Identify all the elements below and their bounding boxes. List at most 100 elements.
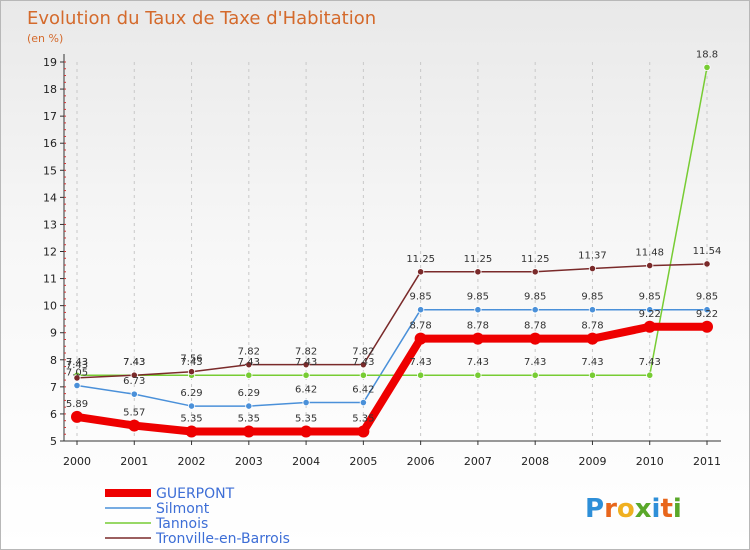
y-tick-label: 13	[43, 218, 57, 231]
data-label: 7.56	[180, 354, 202, 365]
data-point	[417, 306, 425, 314]
data-point	[130, 371, 138, 379]
x-tick-label: 2006	[407, 455, 435, 468]
data-point	[646, 261, 654, 270]
data-label: 11.37	[578, 251, 607, 262]
data-label: 11.25	[521, 254, 550, 265]
data-label: 8.78	[410, 321, 432, 332]
data-point	[529, 332, 542, 345]
data-point	[531, 371, 539, 379]
data-point	[588, 306, 597, 314]
data-label: 8.78	[467, 321, 489, 332]
data-label: 7.43	[66, 360, 88, 371]
data-point	[701, 320, 713, 333]
data-point	[531, 268, 539, 276]
data-label: 7.43	[123, 357, 145, 368]
data-point	[302, 398, 310, 407]
data-point	[417, 371, 425, 379]
data-label: 6.29	[180, 388, 202, 399]
data-point	[359, 371, 367, 379]
x-tick-label: 2004	[292, 455, 320, 468]
logo-letter: t	[660, 494, 672, 524]
data-point	[414, 332, 427, 345]
chart-subtitle: (en %)	[27, 32, 63, 45]
data-label: 6.42	[352, 385, 374, 396]
data-label: 8.78	[581, 321, 603, 332]
data-point	[185, 425, 198, 438]
data-point	[245, 361, 253, 369]
data-point	[703, 306, 711, 314]
data-label: 7.82	[352, 347, 374, 358]
data-label: 7.43	[581, 357, 603, 368]
x-tick-label: 2002	[178, 455, 206, 468]
y-tick-label: 8	[50, 354, 57, 367]
data-label: 9.85	[410, 292, 432, 303]
data-label: 7.43	[123, 357, 145, 368]
legend-label: Silmont	[156, 501, 210, 517]
logo-letter: x	[635, 494, 652, 524]
data-label: 6.29	[238, 388, 260, 399]
x-tick-label: 2005	[349, 455, 377, 468]
data-label: 8.78	[524, 321, 546, 332]
y-tick-label: 10	[43, 300, 57, 313]
series-line-tannois	[76, 66, 708, 376]
y-tick-label: 15	[43, 164, 57, 177]
data-label: 9.85	[639, 292, 661, 303]
x-tick-label: 2007	[464, 455, 492, 468]
x-tick-label: 2008	[521, 455, 549, 468]
data-label: 11.54	[693, 246, 722, 257]
data-label: 11.25	[406, 254, 435, 265]
series-line-silmont	[76, 308, 708, 407]
data-label: 9.85	[696, 292, 718, 303]
data-label: 7.05	[66, 368, 88, 379]
data-point	[128, 419, 141, 432]
data-label: 5.35	[295, 414, 317, 425]
y-tick-label: 7	[50, 381, 57, 394]
data-point	[242, 425, 255, 438]
data-label: 5.35	[238, 414, 260, 425]
data-label: 7.43	[467, 357, 489, 368]
data-label: 11.48	[635, 248, 664, 259]
data-label: 7.82	[295, 347, 317, 358]
data-label: 7.43	[524, 357, 546, 368]
y-tick-label: 19	[43, 56, 57, 69]
data-label: 5.35	[180, 414, 202, 425]
x-tick-label: 2001	[120, 455, 148, 468]
data-point	[417, 268, 425, 276]
data-label: 9.85	[581, 292, 603, 303]
data-point	[73, 381, 81, 390]
x-tick-label: 2000	[63, 455, 91, 468]
proxiti-logo: Proxiti	[585, 494, 682, 524]
data-label: 5.89	[66, 399, 88, 410]
data-point	[474, 371, 482, 379]
data-label: 6.42	[295, 385, 317, 396]
data-label: 7.43	[410, 357, 432, 368]
data-point	[586, 332, 599, 345]
data-point	[588, 371, 597, 379]
data-point	[474, 268, 482, 276]
y-tick-label: 17	[43, 110, 57, 123]
data-label: 7.43	[180, 357, 202, 368]
y-tick-label: 5	[50, 435, 57, 448]
data-point	[471, 332, 484, 345]
data-point	[646, 306, 654, 314]
data-label: 9.85	[524, 292, 546, 303]
data-label: 7.43	[238, 357, 260, 368]
data-point	[300, 425, 313, 438]
logo-letter: o	[617, 494, 635, 524]
data-label: 7.43	[352, 357, 374, 368]
data-point	[474, 306, 482, 314]
data-point	[531, 306, 539, 314]
logo-letter: i	[652, 494, 661, 524]
data-label: 5.57	[123, 408, 145, 419]
x-tick-label: 2011	[693, 455, 721, 468]
data-label: 9.22	[696, 309, 718, 320]
data-point	[245, 371, 253, 379]
data-label: 6.73	[123, 376, 145, 387]
data-point	[71, 410, 83, 423]
legend-label: Tronville-en-Barrois	[155, 531, 290, 547]
logo-letter: i	[673, 494, 682, 524]
data-label: 7.43	[66, 357, 88, 368]
